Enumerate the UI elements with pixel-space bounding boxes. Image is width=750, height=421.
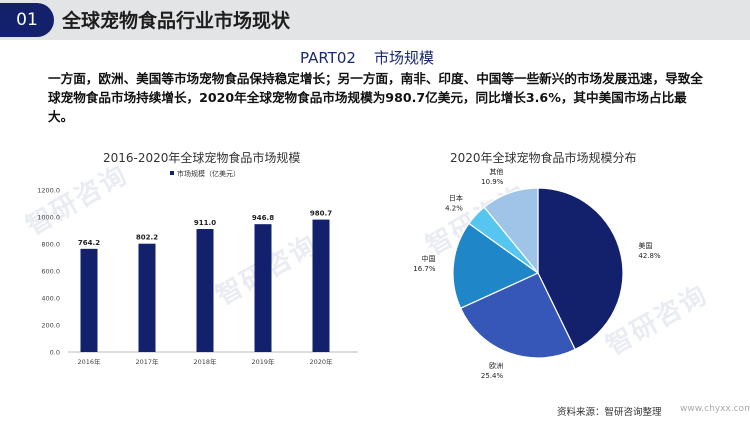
part-number: PART02 [300,49,356,67]
pie-slice [459,272,576,359]
y-tick-label: 800.0 [41,241,60,249]
bar-value-label: 802.2 [136,234,158,242]
pie-chart: 美国 42.8% 欧洲 25.4% 中国 16.7% 日本 4.2% 其他 10.9% [413,167,661,380]
bar [80,248,98,352]
bar [254,224,272,352]
pie-slice-percent: 10.9% [481,178,504,186]
bar-value-label: 911.0 [194,219,216,227]
pie-slice-percent: 4.2% [445,204,463,212]
pie-slice-percent: 42.8% [638,252,661,260]
source-note: 资料来源：智研咨询整理 [557,407,662,418]
bar-chart-title: 2016-2020年全球宠物食品市场规模 [103,151,301,165]
bar [138,243,156,352]
pie-slice-label: 美国 [638,241,652,250]
part-label: PART02 市场规模 [300,47,434,68]
header-band [0,0,750,40]
bar [312,219,330,352]
legend-swatch [170,171,174,175]
y-tick-label: 1000.0 [37,214,60,222]
x-tick-label: 2016年 [77,357,101,366]
x-tick-label: 2018年 [193,357,217,366]
bar-value-label: 946.8 [252,214,274,222]
pie-slice [452,222,540,310]
y-tick-label: 400.0 [41,295,60,303]
part-name: 市场规模 [373,49,434,67]
pie-slice [537,187,624,351]
pie-slices [452,187,624,359]
x-tick-label: 2019年 [251,357,275,366]
bar-legend: 市场规模（亿美元） [170,169,240,178]
bars: 764.2 802.2 911.0 946.8 980.7 [78,210,332,352]
y-tick-label: 200.0 [41,322,60,330]
pie-slice-percent: 25.4% [481,372,504,380]
bar-value-label: 764.2 [78,239,100,247]
y-tick-label: 0.0 [50,349,60,357]
pie-slice-percent: 16.7% [413,265,436,273]
bar [196,229,214,352]
legend-label: 市场规模（亿美元） [177,169,240,178]
x-tick-label: 2020年 [309,357,333,366]
section-number-badge: 01 [0,3,54,37]
x-axis: 2016年 2017年 2018年 2019年 2020年 [77,357,333,366]
pie-slice [483,187,539,275]
y-tick-label: 1200.0 [37,187,60,195]
pie-slice-label: 中国 [421,254,435,263]
bar-chart: 市场规模（亿美元） 0.0 200.0 400.0 600.0 800.0 1000.0 1… [37,169,358,366]
pie-chart-title: 2020年全球宠物食品市场规模分布 [450,151,637,165]
pie-slice-label: 欧洲 [489,361,503,370]
page-title: 全球宠物食品行业市场现状 [62,10,291,32]
pie-slice-label: 日本 [449,193,463,202]
pie-labels: 美国 42.8% 欧洲 25.4% 中国 16.7% 日本 4.2% 其他 10.9% [413,167,661,380]
site-watermark: www.chyxx.com [680,404,750,414]
intro-paragraph: 一方面，欧洲、美国等市场宠物食品保持稳定增长；另一方面，南非、印度、中国等一些新… [48,71,703,124]
pie-slice-label: 其他 [489,167,503,176]
bar-value-label: 980.7 [310,210,332,218]
x-tick-label: 2017年 [135,357,159,366]
y-tick-label: 600.0 [41,268,60,276]
